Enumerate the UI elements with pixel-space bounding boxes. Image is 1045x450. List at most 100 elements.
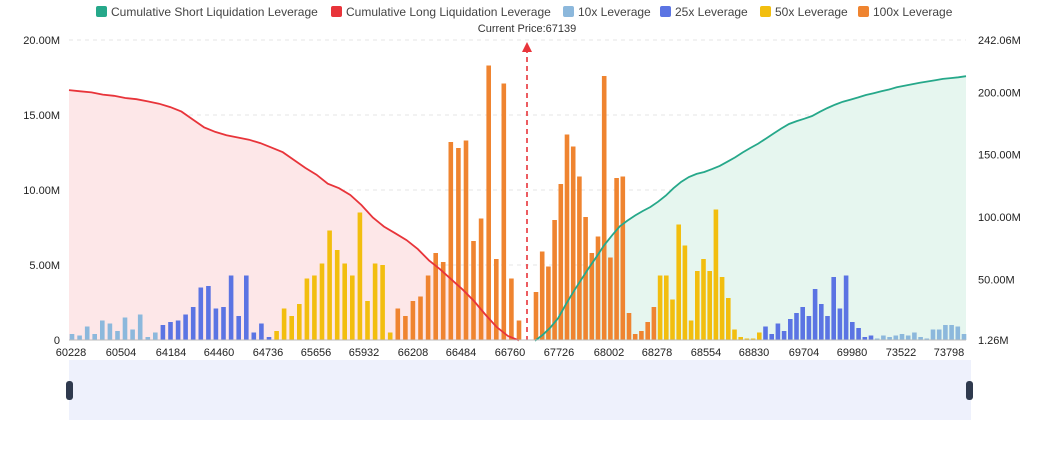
- bar-10x[interactable]: [887, 337, 892, 340]
- bar-50x[interactable]: [688, 320, 694, 341]
- bar-50x[interactable]: [312, 275, 317, 341]
- bar-50x[interactable]: [726, 298, 731, 340]
- bar-25x[interactable]: [775, 323, 781, 341]
- bar-100x[interactable]: [533, 292, 539, 340]
- bar-50x[interactable]: [670, 299, 675, 341]
- legend-label[interactable]: Cumulative Short Liquidation Leverage: [111, 5, 318, 19]
- bar-25x[interactable]: [251, 332, 257, 341]
- zoom-slider-track[interactable]: [69, 360, 971, 420]
- legend-swatch[interactable]: [96, 6, 107, 17]
- bar-100x[interactable]: [626, 313, 632, 340]
- bar-50x[interactable]: [750, 338, 756, 341]
- bar-100x[interactable]: [620, 176, 626, 341]
- bar-10x[interactable]: [936, 329, 942, 341]
- bar-25x[interactable]: [856, 328, 861, 340]
- bar-10x[interactable]: [153, 332, 158, 341]
- bar-50x[interactable]: [707, 271, 712, 340]
- bar-100x[interactable]: [639, 331, 644, 340]
- bar-10x[interactable]: [930, 329, 936, 341]
- bar-10x[interactable]: [949, 325, 954, 340]
- bar-50x[interactable]: [732, 329, 737, 341]
- bar-100x[interactable]: [570, 146, 576, 341]
- bar-50x[interactable]: [304, 278, 310, 341]
- bar-25x[interactable]: [825, 316, 830, 340]
- bar-50x[interactable]: [695, 271, 700, 340]
- bar-25x[interactable]: [221, 307, 226, 340]
- legend-label[interactable]: Cumulative Long Liquidation Leverage: [346, 5, 551, 19]
- bar-10x[interactable]: [77, 335, 82, 341]
- bar-50x[interactable]: [664, 275, 669, 341]
- bar-100x[interactable]: [471, 241, 476, 340]
- bar-25x[interactable]: [819, 304, 824, 340]
- bar-100x[interactable]: [403, 316, 408, 340]
- bar-50x[interactable]: [657, 275, 663, 341]
- bar-50x[interactable]: [334, 250, 340, 340]
- bar-100x[interactable]: [486, 65, 491, 341]
- bar-10x[interactable]: [145, 337, 151, 340]
- bar-100x[interactable]: [546, 266, 551, 341]
- bar-100x[interactable]: [564, 134, 570, 341]
- bar-50x[interactable]: [297, 304, 302, 340]
- bar-100x[interactable]: [632, 334, 638, 340]
- bar-25x[interactable]: [837, 308, 843, 341]
- bar-25x[interactable]: [763, 326, 768, 341]
- bar-25x[interactable]: [259, 323, 264, 341]
- legend-swatch[interactable]: [660, 6, 671, 17]
- bar-25x[interactable]: [806, 316, 812, 340]
- legend-label[interactable]: 100x Leverage: [873, 5, 953, 19]
- bar-10x[interactable]: [955, 326, 961, 341]
- bar-50x[interactable]: [327, 230, 332, 341]
- bar-50x[interactable]: [274, 331, 279, 340]
- bar-50x[interactable]: [357, 212, 363, 341]
- bar-100x[interactable]: [558, 184, 564, 340]
- legend-swatch[interactable]: [858, 6, 869, 17]
- bar-100x[interactable]: [595, 236, 601, 341]
- legend-label[interactable]: 50x Leverage: [775, 5, 848, 19]
- bar-10x[interactable]: [107, 323, 113, 341]
- bar-100x[interactable]: [509, 278, 514, 341]
- bar-25x[interactable]: [190, 307, 196, 340]
- bar-100x[interactable]: [440, 262, 446, 340]
- bar-100x[interactable]: [395, 308, 401, 341]
- bar-25x[interactable]: [244, 275, 249, 341]
- bar-100x[interactable]: [583, 217, 588, 340]
- bar-100x[interactable]: [577, 176, 582, 341]
- bar-50x[interactable]: [372, 263, 378, 341]
- bar-100x[interactable]: [433, 253, 438, 340]
- bar-10x[interactable]: [912, 332, 917, 341]
- bar-50x[interactable]: [757, 332, 762, 341]
- bar-10x[interactable]: [115, 331, 120, 340]
- bar-50x[interactable]: [744, 338, 750, 341]
- bar-25x[interactable]: [831, 277, 836, 340]
- legend-label[interactable]: 25x Leverage: [675, 5, 748, 19]
- bar-50x[interactable]: [289, 316, 294, 340]
- bar-100x[interactable]: [494, 259, 499, 340]
- bar-25x[interactable]: [800, 307, 805, 340]
- legend-swatch[interactable]: [331, 6, 342, 17]
- bar-50x[interactable]: [387, 332, 393, 341]
- bar-100x[interactable]: [463, 140, 469, 341]
- bar-100x[interactable]: [589, 253, 595, 340]
- bar-50x[interactable]: [701, 259, 706, 340]
- bar-25x[interactable]: [788, 319, 793, 340]
- bar-10x[interactable]: [100, 320, 105, 341]
- bar-50x[interactable]: [676, 224, 681, 341]
- bar-50x[interactable]: [281, 308, 287, 341]
- bar-25x[interactable]: [160, 325, 166, 340]
- bar-100x[interactable]: [601, 76, 607, 340]
- bar-100x[interactable]: [425, 275, 431, 341]
- bar-100x[interactable]: [539, 251, 545, 341]
- bar-100x[interactable]: [456, 148, 461, 340]
- bar-100x[interactable]: [614, 178, 619, 340]
- legend-label[interactable]: 10x Leverage: [578, 5, 651, 19]
- bar-100x[interactable]: [552, 220, 557, 340]
- bar-10x[interactable]: [92, 334, 97, 340]
- bar-100x[interactable]: [645, 322, 650, 340]
- bar-25x[interactable]: [862, 337, 868, 340]
- bar-10x[interactable]: [69, 334, 75, 340]
- bar-10x[interactable]: [918, 337, 923, 340]
- bar-25x[interactable]: [843, 275, 849, 341]
- bar-25x[interactable]: [213, 308, 219, 341]
- bar-10x[interactable]: [899, 334, 905, 340]
- bar-10x[interactable]: [893, 335, 899, 341]
